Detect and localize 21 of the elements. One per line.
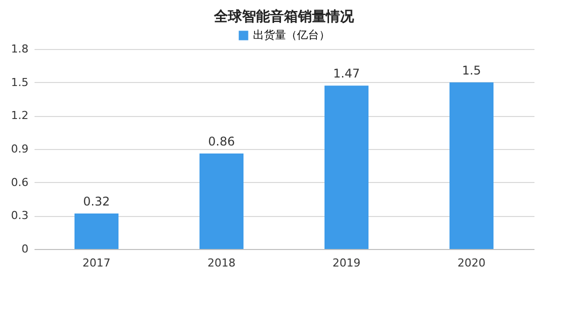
y-tick-label: 1.2 bbox=[11, 109, 28, 122]
data-label: 1.5 bbox=[462, 63, 482, 78]
x-tick-label: 2019 bbox=[332, 256, 360, 270]
y-tick-label: 1.8 bbox=[11, 42, 28, 56]
x-tick-label: 2018 bbox=[208, 256, 236, 270]
chart-title: 全球智能音箱销量情况 bbox=[213, 8, 355, 25]
bar bbox=[74, 213, 118, 249]
legend-label: 出货量（亿台） bbox=[253, 28, 330, 42]
y-tick-label: 1.5 bbox=[11, 76, 28, 89]
y-tick-label: 0.3 bbox=[11, 209, 28, 222]
y-tick-label: 0.9 bbox=[11, 142, 28, 156]
data-label: 1.47 bbox=[333, 66, 360, 81]
bar bbox=[200, 153, 244, 249]
bar bbox=[324, 86, 368, 249]
x-tick-label: 2020 bbox=[458, 256, 486, 270]
bar bbox=[450, 82, 494, 249]
y-tick-label: 0.6 bbox=[11, 176, 28, 189]
data-label: 0.86 bbox=[208, 134, 235, 148]
x-tick-label: 2017 bbox=[82, 256, 110, 270]
data-label: 0.32 bbox=[83, 194, 110, 208]
y-tick-label: 0 bbox=[22, 242, 28, 256]
